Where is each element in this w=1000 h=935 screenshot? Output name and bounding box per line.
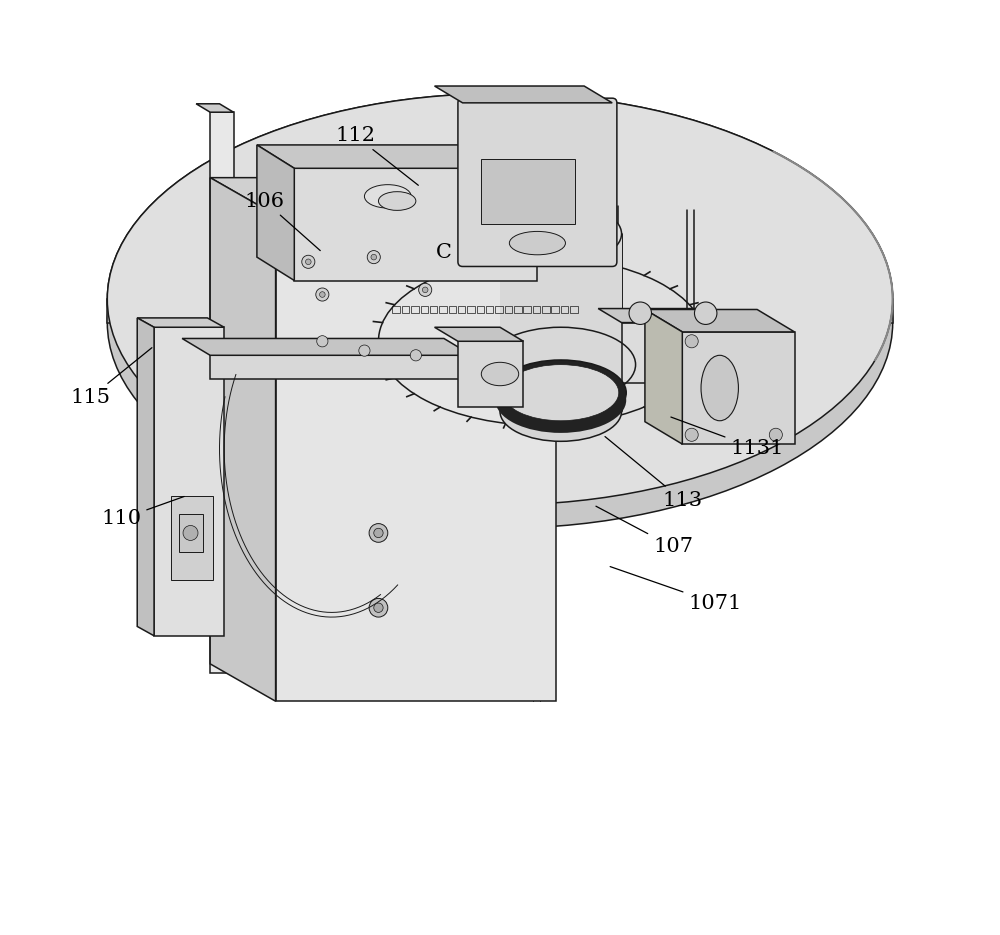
Text: C: C (436, 243, 452, 262)
Circle shape (410, 350, 421, 361)
Text: 115: 115 (70, 348, 152, 407)
Circle shape (374, 528, 383, 538)
Polygon shape (598, 309, 734, 323)
Polygon shape (210, 112, 234, 673)
Ellipse shape (503, 365, 619, 421)
Polygon shape (257, 145, 294, 280)
Text: 1071: 1071 (610, 567, 742, 612)
Circle shape (685, 428, 698, 441)
Circle shape (607, 247, 618, 258)
Circle shape (306, 259, 311, 265)
Polygon shape (257, 145, 537, 168)
Polygon shape (210, 178, 556, 215)
Circle shape (537, 182, 547, 192)
Polygon shape (182, 338, 472, 355)
Bar (392, 306, 400, 313)
Text: 107: 107 (596, 506, 693, 556)
Polygon shape (154, 327, 224, 636)
Bar (505, 306, 512, 313)
Ellipse shape (495, 367, 626, 433)
Polygon shape (682, 332, 795, 444)
Circle shape (371, 254, 377, 260)
Bar (561, 306, 568, 313)
Bar (542, 306, 550, 313)
Bar (467, 306, 475, 313)
Polygon shape (137, 318, 154, 636)
Bar (179, 514, 203, 552)
Bar (430, 306, 437, 313)
Circle shape (317, 336, 328, 347)
Bar (481, 159, 575, 224)
Circle shape (374, 603, 383, 612)
Circle shape (359, 345, 370, 356)
Polygon shape (645, 309, 795, 332)
Text: 1131: 1131 (671, 417, 784, 458)
Bar (570, 306, 578, 313)
Bar (477, 306, 484, 313)
Circle shape (629, 302, 651, 324)
Circle shape (316, 288, 329, 301)
FancyBboxPatch shape (458, 98, 617, 266)
Circle shape (320, 292, 325, 297)
Text: 112: 112 (335, 126, 418, 185)
Text: 106: 106 (244, 192, 320, 251)
Polygon shape (435, 327, 523, 341)
Ellipse shape (500, 204, 622, 264)
Bar (495, 306, 503, 313)
Polygon shape (294, 168, 537, 280)
Circle shape (369, 524, 388, 542)
Circle shape (694, 302, 717, 324)
Bar (514, 306, 522, 313)
Ellipse shape (701, 355, 738, 421)
Polygon shape (622, 323, 734, 383)
Ellipse shape (509, 166, 612, 217)
Polygon shape (276, 215, 556, 701)
Bar (533, 306, 540, 313)
Polygon shape (107, 299, 893, 323)
Polygon shape (196, 104, 234, 112)
Ellipse shape (107, 94, 893, 505)
Circle shape (419, 283, 432, 296)
Circle shape (422, 287, 428, 293)
Bar (486, 306, 493, 313)
Circle shape (183, 525, 198, 540)
Text: 113: 113 (605, 437, 702, 510)
Polygon shape (458, 341, 523, 407)
Circle shape (769, 428, 782, 441)
Bar (421, 306, 428, 313)
Ellipse shape (500, 381, 622, 441)
Polygon shape (210, 178, 276, 701)
Polygon shape (210, 355, 472, 379)
Ellipse shape (378, 192, 416, 210)
Polygon shape (435, 86, 612, 103)
Bar (449, 306, 456, 313)
Bar (439, 306, 447, 313)
Text: 110: 110 (101, 496, 184, 528)
Bar (458, 306, 465, 313)
Ellipse shape (509, 232, 565, 254)
Ellipse shape (107, 94, 893, 505)
Ellipse shape (495, 360, 626, 425)
Polygon shape (137, 318, 224, 327)
Ellipse shape (364, 185, 411, 209)
Circle shape (354, 284, 365, 295)
Polygon shape (171, 496, 213, 580)
Polygon shape (645, 309, 682, 444)
Circle shape (369, 598, 388, 617)
Bar (523, 306, 531, 313)
Ellipse shape (107, 117, 893, 528)
Circle shape (541, 200, 552, 211)
Circle shape (302, 255, 315, 268)
Bar (411, 306, 419, 313)
Bar (402, 306, 409, 313)
Circle shape (685, 335, 698, 348)
Polygon shape (500, 234, 622, 411)
Bar (551, 306, 559, 313)
Circle shape (367, 251, 380, 264)
Ellipse shape (481, 362, 519, 385)
